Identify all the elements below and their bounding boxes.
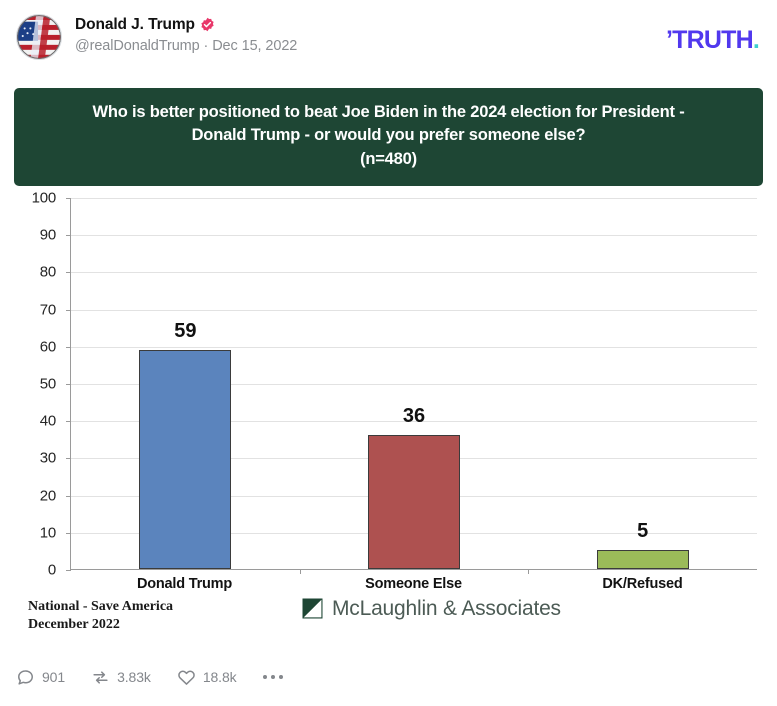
post-header: Donald J. Trump @realDonaldTrump · Dec 1… <box>0 0 777 78</box>
source-line-2: December 2022 <box>28 616 120 632</box>
truth-logo-leading-tick: ’ <box>665 26 673 54</box>
y-axis-tick <box>66 421 71 423</box>
x-axis-category-label: Someone Else <box>365 576 462 592</box>
y-axis-labels: 100 90 80 70 60 50 40 30 20 10 0 <box>14 190 57 579</box>
more-dot-1 <box>262 674 268 680</box>
y-axis-tick <box>66 495 71 497</box>
x-axis-category-label: Donald Trump <box>136 576 233 592</box>
y-axis-tick <box>66 235 71 237</box>
retruth-count: 3.83k <box>117 669 151 685</box>
y-axis-tick-label: 0 <box>47 561 56 579</box>
author-identity: Donald J. Trump @realDonaldTrump · Dec 1… <box>75 14 297 56</box>
truth-social-logo[interactable]: ’TRUTH. <box>665 26 760 54</box>
y-axis-tick <box>66 384 71 385</box>
gridline <box>71 384 757 385</box>
author-display-name: Donald J. Trump <box>75 16 195 33</box>
y-axis-tick-label: 80 <box>39 263 56 281</box>
x-axis-labels: Donald Trump Someone Else DK/Refused <box>70 186 757 606</box>
comment-icon <box>16 668 35 687</box>
heart-icon <box>177 668 196 687</box>
bar-value-label: 36 <box>402 405 426 428</box>
more-options-button[interactable] <box>262 674 284 680</box>
chart-title-line-1: Who is better positioned to beat Joe Bid… <box>92 102 685 121</box>
truth-logo-end-dot: . <box>752 26 760 54</box>
bar-slot: 36 <box>300 198 529 569</box>
bar-value-label: 5 <box>637 520 649 543</box>
y-axis-tick <box>66 346 71 348</box>
author-handle-and-date: @realDonaldTrump · Dec 15, 2022 <box>75 38 298 55</box>
y-axis-tick-label: 10 <box>39 524 56 542</box>
x-axis-category-label: DK/Refused <box>602 576 683 592</box>
more-dot-3 <box>278 674 284 680</box>
y-axis-tick-label: 20 <box>39 487 56 505</box>
reply-count: 901 <box>42 669 66 685</box>
chart-plot-area: 100 90 80 70 60 50 40 30 20 10 0 59 36 5 Donald Trum… <box>14 186 763 644</box>
bar-value-label: 59 <box>174 319 197 342</box>
chart-sample-size: (n=480) <box>360 149 417 168</box>
y-axis-tick-label: 100 <box>31 189 57 207</box>
retruth-action[interactable]: 3.83k <box>91 668 151 687</box>
retruth-icon <box>91 668 110 687</box>
like-count: 18.8k <box>202 669 237 685</box>
bar-series: 59 36 5 <box>71 198 757 569</box>
y-axis-tick <box>66 272 71 274</box>
like-action[interactable]: 18.8k <box>177 668 237 687</box>
chart-canvas: 59 36 5 <box>66 198 757 574</box>
y-axis-tick <box>66 532 71 534</box>
bar-someone-else[interactable] <box>367 435 460 569</box>
x-axis-tick <box>528 569 530 574</box>
engagement-bar: 901 3.83k 18.8k <box>16 662 309 692</box>
y-axis-tick-label: 90 <box>39 226 56 244</box>
y-axis-tick <box>66 198 71 199</box>
gridline <box>71 235 757 237</box>
more-dot-2 <box>270 674 276 680</box>
chart-title-banner: Who is better positioned to beat Joe Bid… <box>14 88 763 186</box>
x-axis-tick <box>299 569 301 574</box>
gridline <box>71 272 757 274</box>
gridline <box>71 421 757 423</box>
author-name-row: Donald J. Trump <box>75 15 297 34</box>
american-flag-avatar-icon <box>17 15 61 59</box>
y-axis-tick-label: 30 <box>39 449 56 467</box>
y-axis-tick-label: 40 <box>39 412 56 430</box>
bar-dk-refused[interactable] <box>596 550 689 569</box>
bar-slot: 5 <box>528 198 757 569</box>
bar-donald-trump[interactable] <box>139 349 232 569</box>
y-axis-tick <box>66 458 71 460</box>
mclaughlin-logo-icon <box>302 598 323 619</box>
y-axis-tick <box>66 570 71 571</box>
verified-badge-icon <box>200 17 215 32</box>
chart-title-line-2: Donald Trump - or would you prefer someo… <box>191 126 586 145</box>
pollster-credit: McLaughlin & Associates <box>302 598 561 619</box>
y-axis-tick-label: 50 <box>39 375 56 393</box>
pollster-name: McLaughlin & Associates <box>332 597 561 620</box>
source-line-1: National - Save America <box>28 599 174 614</box>
gridline <box>71 309 757 311</box>
truth-logo-text: TRUTH <box>672 26 754 54</box>
chart-source-note: National - Save America December 2022 <box>28 598 173 633</box>
gridline <box>71 198 757 199</box>
y-axis-tick-label: 60 <box>39 338 56 356</box>
gridline <box>71 346 757 348</box>
poll-chart-card: Who is better positioned to beat Joe Bid… <box>14 88 763 644</box>
avatar[interactable] <box>16 14 62 60</box>
bar-slot: 59 <box>71 198 300 569</box>
reply-action[interactable]: 901 <box>16 668 65 687</box>
y-axis-tick-label: 70 <box>39 301 56 319</box>
y-axis-tick <box>66 309 71 311</box>
